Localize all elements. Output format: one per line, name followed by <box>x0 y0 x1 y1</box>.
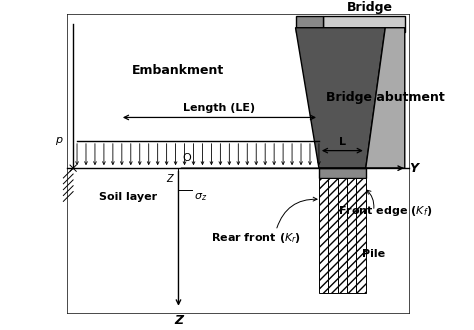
Text: Z: Z <box>174 314 183 327</box>
Text: Embankment: Embankment <box>132 64 225 77</box>
Bar <box>328 178 337 293</box>
Text: Soil layer: Soil layer <box>99 192 157 202</box>
Text: O: O <box>182 153 191 163</box>
Text: Front edge ($K_f$): Front edge ($K_f$) <box>338 204 432 218</box>
Bar <box>347 178 356 293</box>
Text: $p$: $p$ <box>55 135 64 147</box>
Text: Pile: Pile <box>362 249 385 259</box>
Text: Length (LE): Length (LE) <box>183 103 255 113</box>
Bar <box>323 16 405 32</box>
Polygon shape <box>366 28 405 168</box>
Bar <box>319 178 328 293</box>
Bar <box>337 178 347 293</box>
Text: Bridge: Bridge <box>346 1 392 14</box>
Text: Y: Y <box>410 162 419 175</box>
Text: Rear front ($K_r$): Rear front ($K_r$) <box>211 231 301 246</box>
Text: Bridge abutment: Bridge abutment <box>326 91 445 104</box>
Text: L: L <box>339 137 346 147</box>
Text: Z: Z <box>166 174 173 184</box>
Bar <box>295 16 323 32</box>
Text: $\sigma_z$: $\sigma_z$ <box>194 192 207 203</box>
Bar <box>356 178 366 293</box>
Bar <box>319 168 366 178</box>
Polygon shape <box>295 28 385 168</box>
